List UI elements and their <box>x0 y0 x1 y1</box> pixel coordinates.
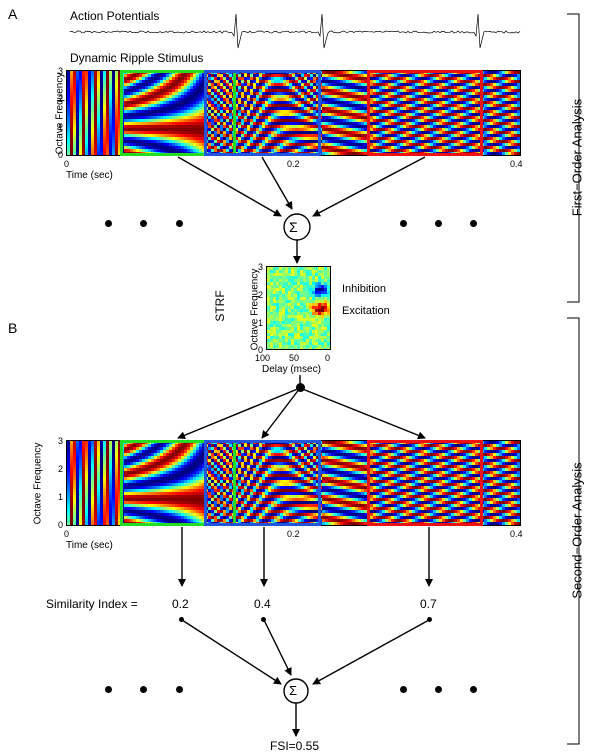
strf-xtick: 0 <box>325 353 330 363</box>
ytick-bottom: 2 <box>58 464 63 474</box>
ellipsis-dot <box>470 686 477 693</box>
strf-xtick: 100 <box>255 353 270 363</box>
ellipsis-dot <box>470 220 477 227</box>
similarity-value: 0.2 <box>172 598 189 610</box>
similarity-value: 0.4 <box>254 598 271 610</box>
ellipsis-dot <box>140 686 147 693</box>
ellipsis-dot <box>176 686 183 693</box>
sum-symbol-bottom: Σ <box>289 683 297 699</box>
sum-symbol-top: Σ <box>289 219 298 235</box>
xtick-bottom: 0 <box>64 529 69 539</box>
strf-ytick: 2 <box>258 290 263 300</box>
strf-junction-dot <box>296 383 305 392</box>
ellipsis-dot <box>435 686 442 693</box>
strf-x-axis-label: Delay (msec) <box>262 364 321 376</box>
y-axis-label-bottom: Octave Frequency <box>33 434 44 534</box>
xtick-bottom: 0.4 <box>510 529 523 539</box>
strf-label: STRF <box>214 286 226 326</box>
similarity-value: 0.7 <box>420 598 437 610</box>
ellipsis-dot <box>105 220 112 227</box>
similarity-dot <box>427 617 432 622</box>
ellipsis-dot <box>105 686 112 693</box>
ellipsis-dot <box>400 686 407 693</box>
excitation-label: Excitation <box>342 305 390 317</box>
ytick-bottom: 0 <box>58 520 63 530</box>
ellipsis-dot <box>400 220 407 227</box>
ytick-bottom: 1 <box>58 492 63 502</box>
strf-map <box>266 266 331 350</box>
window-red-bottom <box>367 440 483 526</box>
similarity-dot <box>179 617 184 622</box>
ellipsis-dot <box>140 220 147 227</box>
window-blue-bottom <box>204 440 321 526</box>
similarity-dot <box>261 617 266 622</box>
second-order-label: Second−Order Analysis <box>570 461 585 601</box>
ellipsis-dot <box>435 220 442 227</box>
x-axis-label-bottom: Time (sec) <box>66 540 113 552</box>
first-order-label: First−Order Analysis <box>570 93 585 223</box>
strf-ytick: 1 <box>258 318 263 328</box>
ytick-bottom: 3 <box>58 436 63 446</box>
similarity-index-label: Similarity Index = <box>46 598 138 610</box>
xtick-bottom: 0.2 <box>287 529 300 539</box>
strf-ytick: 3 <box>258 262 263 272</box>
fsi-result: FSI=0.55 <box>270 740 319 752</box>
strf-xtick: 50 <box>289 353 299 363</box>
ellipsis-dot <box>176 220 183 227</box>
inhibition-label: Inhibition <box>342 283 386 295</box>
